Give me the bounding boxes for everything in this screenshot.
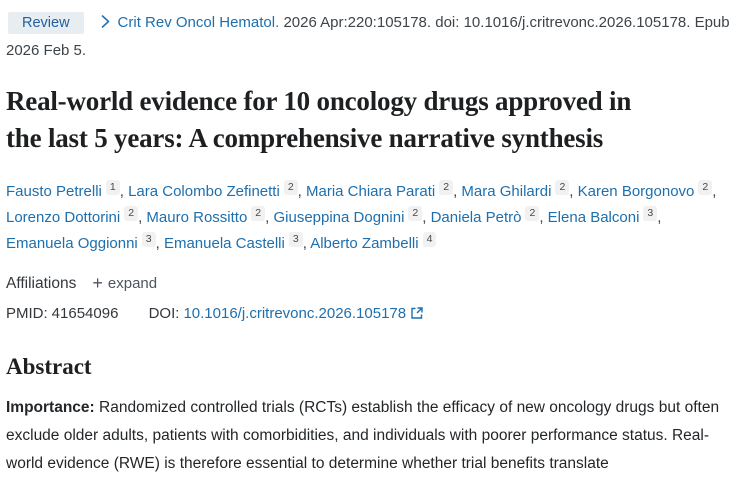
publication-type-badge: Review [8, 12, 84, 34]
author-link[interactable]: Karen Borgonovo [577, 183, 695, 200]
author-sup-badge: 3 [643, 206, 658, 221]
doi-label: DOI: [148, 305, 180, 322]
citation-header: Review Crit Rev Oncol Hematol. 2026 Apr:2… [6, 9, 738, 65]
abstract-paragraph: Importance: Randomized controlled trials… [6, 394, 738, 478]
author-link[interactable]: Mara Ghilardi [461, 183, 552, 200]
author-separator: , [155, 235, 164, 252]
author-separator: , [265, 209, 274, 226]
author-item: Daniela Petrò 2 [430, 206, 540, 226]
journal-link[interactable]: Crit Rev Oncol Hematol. [117, 14, 280, 31]
doi-group: DOI: 10.1016/j.critrevonc.2026.105178 [149, 305, 425, 322]
author-separator: , [539, 209, 548, 226]
chevron-right-icon [101, 15, 109, 28]
author-link[interactable]: Fausto Petrelli [6, 183, 102, 200]
author-separator: , [138, 209, 147, 226]
author-item: Elena Balconi 3 [547, 206, 658, 226]
author-sup-badge: 2 [408, 206, 423, 221]
identifiers-row: PMID: 41654096 DOI: 10.1016/j.critrevonc.2… [6, 305, 738, 322]
author-item: Maria Chiara Parati 2 [306, 180, 454, 200]
author-link[interactable]: Maria Chiara Parati [306, 183, 436, 200]
author-sup-badge: 2 [525, 206, 540, 221]
pmid-value: 41654096 [51, 305, 119, 322]
author-sup-badge: 1 [105, 180, 120, 195]
author-separator: , [302, 235, 311, 252]
author-separator: , [119, 183, 129, 200]
expand-affiliations-button[interactable]: + expand [92, 273, 157, 294]
author-separator: , [657, 209, 662, 226]
citation-text: 2026 Apr:220:105178. doi: 10.1016/j.crit… [6, 14, 730, 59]
author-sup-badge: 3 [288, 232, 303, 247]
author-separator: , [453, 183, 462, 200]
author-item: Giuseppina Dognini 2 [273, 206, 423, 226]
author-separator: , [569, 183, 578, 200]
author-item: Karen Borgonovo 2 [577, 180, 713, 200]
author-sup-badge: 2 [251, 206, 266, 221]
author-link[interactable]: Lorenzo Dottorini [6, 209, 121, 226]
author-link[interactable]: Giuseppina Dognini [273, 209, 405, 226]
author-item: Alberto Zambelli 4 [310, 232, 437, 252]
author-link[interactable]: Lara Colombo Zefinetti [128, 183, 280, 200]
author-item: Lara Colombo Zefinetti 2 [128, 180, 298, 200]
author-item: Emanuela Castelli 3 [163, 232, 303, 252]
page-title: Real-world evidence for 10 oncology drug… [6, 86, 632, 153]
author-sup-badge: 2 [124, 206, 139, 221]
abstract-heading: Abstract [6, 354, 92, 379]
abstract-section-label: Importance: [6, 399, 95, 416]
author-item: Emanuela Oggionni 3 [6, 232, 156, 252]
author-item: Lorenzo Dottorini 2 [6, 206, 139, 226]
article-page: Review Crit Rev Oncol Hematol. 2026 Apr:2… [6, 9, 738, 478]
author-sup-badge: 3 [141, 232, 156, 247]
external-link-icon [411, 307, 423, 319]
author-item: Fausto Petrelli 1 [6, 180, 120, 200]
abstract-section-text: Randomized controlled trials (RCTs) esta… [6, 399, 720, 472]
author-sup-badge: 2 [283, 180, 298, 195]
author-link[interactable]: Emanuela Castelli [163, 235, 285, 252]
author-separator: , [297, 183, 306, 200]
author-sup-badge: 2 [555, 180, 570, 195]
author-link[interactable]: Daniela Petrò [430, 209, 522, 226]
author-sup-badge: 4 [422, 232, 437, 247]
affiliations-row: Affiliations + expand [6, 273, 738, 294]
expand-label: expand [107, 275, 158, 292]
author-sup-badge: 2 [698, 180, 713, 195]
author-separator: , [422, 209, 431, 226]
pmid-label: PMID: [6, 305, 48, 322]
author-link[interactable]: Elena Balconi [547, 209, 640, 226]
plus-icon: + [92, 273, 103, 293]
author-list: Fausto Petrelli 1, Lara Colombo Zefinetti… [6, 179, 738, 257]
author-item: Mauro Rossitto 2 [146, 206, 266, 226]
author-sup-badge: 2 [439, 180, 454, 195]
affiliations-label: Affiliations [6, 274, 77, 292]
author-link[interactable]: Emanuela Oggionni [6, 235, 138, 252]
author-link[interactable]: Alberto Zambelli [310, 235, 419, 252]
doi-link[interactable]: 10.1016/j.critrevonc.2026.105178 [183, 305, 407, 322]
author-item: Mara Ghilardi 2 [461, 180, 570, 200]
author-link[interactable]: Mauro Rossitto [146, 209, 248, 226]
author-separator: , [712, 183, 717, 200]
